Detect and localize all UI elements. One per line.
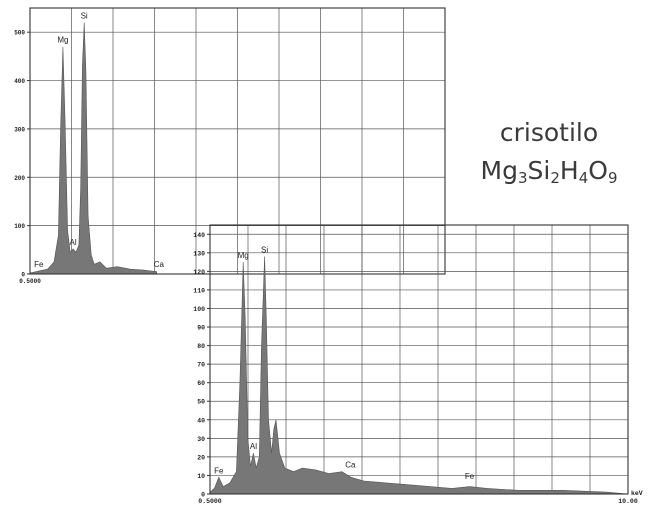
spectrum-chart-front: 0 10 20 30 40 50 60 70 80 90 100 110 120 130 140 0.5000… xyxy=(193,224,643,505)
formula-subscript: 4 xyxy=(578,169,589,187)
peak-label: Fe xyxy=(34,260,44,269)
peak-label: Fe xyxy=(465,472,475,481)
formula-subscript: 9 xyxy=(607,169,618,187)
y-tick-label: 120 xyxy=(193,269,205,276)
spectrum-area xyxy=(29,22,157,275)
peak-label: Al xyxy=(70,238,77,247)
formula-element: Si xyxy=(527,156,551,185)
y-tick-label: 110 xyxy=(193,287,205,294)
peak-label: Ca xyxy=(345,461,356,470)
y-tick-label: 200 xyxy=(14,175,25,182)
plot-frame xyxy=(29,7,446,275)
y-tick-label: 130 xyxy=(193,250,205,257)
y-tick-label: 40 xyxy=(197,417,205,424)
y-tick-label: 140 xyxy=(193,232,205,239)
y-tick-label: 400 xyxy=(14,78,25,85)
y-tick-label: 50 xyxy=(197,399,205,406)
peak-label: Mg xyxy=(238,251,249,260)
x-axis-label: keV xyxy=(631,490,643,497)
peak-label: Si xyxy=(81,12,88,21)
plot-frame xyxy=(209,224,629,495)
x-tick-label: 0.5000 xyxy=(198,498,222,505)
y-tick-label: 20 xyxy=(197,454,205,461)
formula-subscript: 3 xyxy=(517,169,528,187)
y-tick-label: 0 xyxy=(21,272,25,279)
y-tick-label: 70 xyxy=(197,362,205,369)
peak-label: Mg xyxy=(57,36,68,45)
peak-label: Al xyxy=(250,442,257,451)
y-tick-label: 100 xyxy=(14,223,25,230)
spectrum-area xyxy=(209,256,629,495)
formula-subscript: 2 xyxy=(550,169,560,187)
y-tick-label: 30 xyxy=(197,436,205,443)
spectrum-chart-back: 0 100 200 300 400 500 0.5000 Mg Si Al Fe Ca xyxy=(14,7,446,285)
chemical-formula: Mg3Si2H4O9 xyxy=(449,156,649,187)
y-tick-label: 10 xyxy=(197,473,205,480)
y-tick-label: 80 xyxy=(197,343,205,350)
y-tick-label: 500 xyxy=(14,30,25,37)
mineral-name: crisotilo xyxy=(499,118,599,147)
peak-label: Ca xyxy=(154,260,165,269)
peak-label: Fe xyxy=(214,466,224,475)
y-tick-label: 90 xyxy=(197,325,205,332)
formula-element: O xyxy=(588,156,608,185)
x-tick-label: 10.00 xyxy=(618,498,638,505)
formula-element: H xyxy=(559,156,579,185)
formula-element: Mg xyxy=(480,156,518,185)
y-tick-label: 100 xyxy=(193,306,205,313)
y-tick-label: 60 xyxy=(197,380,205,387)
peak-label: Si xyxy=(261,246,268,255)
x-tick-label: 0.5000 xyxy=(19,278,41,285)
y-tick-label: 0 xyxy=(201,492,205,499)
y-tick-label: 300 xyxy=(14,126,25,133)
